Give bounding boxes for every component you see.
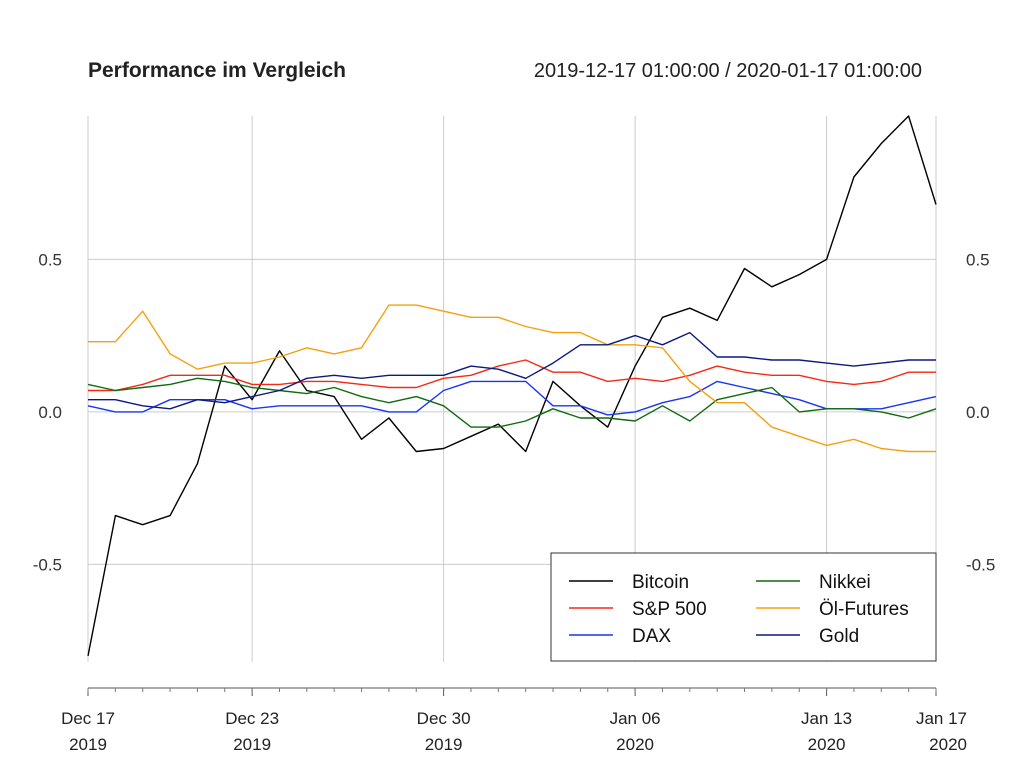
- x-tick-year-label: 2020: [616, 735, 654, 754]
- series-line-nikkei: [87, 377, 937, 428]
- chart-title: Performance im Vergleich: [88, 59, 346, 82]
- legend-label: Gold: [819, 626, 859, 647]
- legend-label: Öl-Futures: [819, 599, 909, 620]
- x-tick-year-label: 2019: [69, 735, 107, 754]
- legend-label: S&P 500: [632, 599, 707, 620]
- series-lines: [87, 115, 937, 657]
- series-line--l-futures: [88, 304, 936, 453]
- y-tick-label-left: 0.5: [38, 250, 62, 269]
- x-tick-year-label: 2020: [808, 735, 846, 754]
- legend-label: Bitcoin: [632, 572, 689, 593]
- x-tick-year-label: 2019: [425, 735, 463, 754]
- series-line-gold: [88, 331, 936, 410]
- x-tick-label: Dec 30: [417, 709, 471, 728]
- legend-box: [550, 552, 937, 662]
- x-tick-year-label: 2019: [233, 735, 271, 754]
- y-tick-label-right: -0.5: [966, 555, 995, 574]
- y-tick-label-right: 0.5: [966, 250, 990, 269]
- legend: Bitcoin S&P 500 DAX Nikkei Öl-Futures Gold: [550, 552, 937, 662]
- x-tick-label: Jan 13: [801, 709, 852, 728]
- x-tick-year-label: 2020: [929, 735, 967, 754]
- axes: 0.5 0.5 0.0 0.0 -0.5 -0.5 Dec 17 2019 Dec 23 2019…: [33, 250, 996, 754]
- series-line-s-p-500: [88, 359, 936, 392]
- y-tick-label-left: 0.0: [38, 403, 62, 422]
- series-line-bitcoin: [87, 115, 937, 657]
- y-tick-label-right: 0.0: [966, 403, 990, 422]
- x-tick-label: Jan 17: [916, 709, 967, 728]
- legend-label: Nikkei: [819, 572, 871, 593]
- x-tick-label: Jan 06: [610, 709, 661, 728]
- legend-label: DAX: [632, 626, 671, 647]
- x-tick-label: Dec 23: [225, 709, 279, 728]
- x-tick-label: Dec 17: [61, 709, 115, 728]
- y-tick-label-left: -0.5: [33, 555, 62, 574]
- date-range-subtitle: 2019-12-17 01:00:00 / 2020-01-17 01:00:0…: [534, 60, 922, 82]
